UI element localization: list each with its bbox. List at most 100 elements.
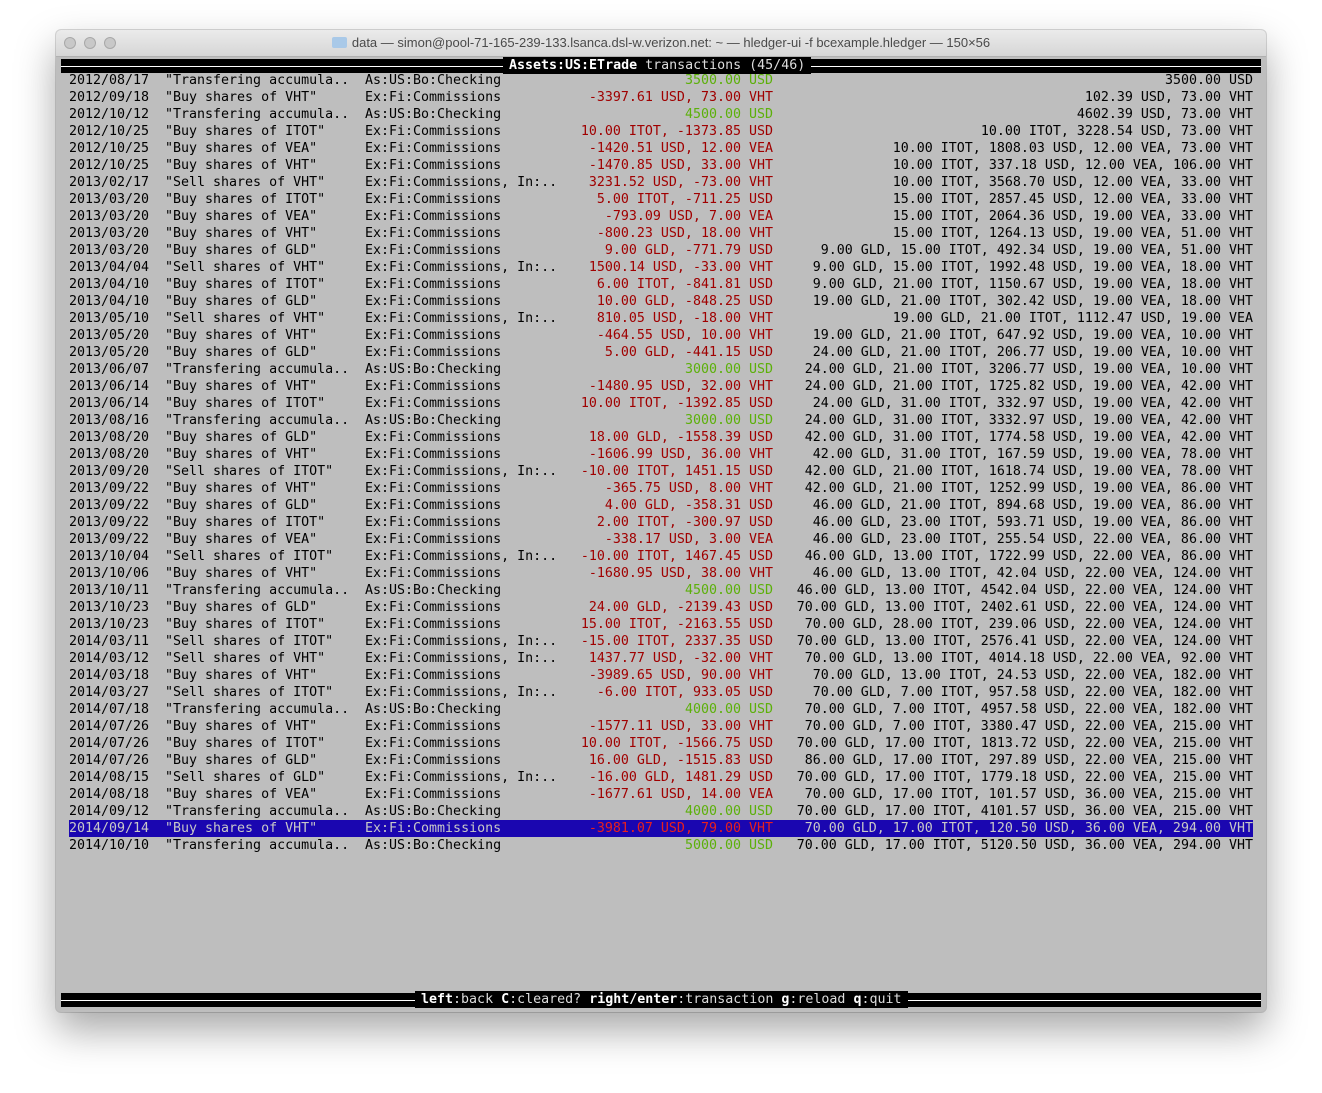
- transaction-row[interactable]: 2014/07/26 "Buy shares of GLD" Ex:Fi:Commi…: [61, 752, 1261, 769]
- transaction-row[interactable]: 2013/10/23 "Buy shares of ITOT" Ex:Fi:Comm…: [61, 616, 1261, 633]
- transaction-row[interactable]: 2013/10/06 "Buy shares of VHT" Ex:Fi:Commi…: [61, 565, 1261, 582]
- amount: 4000.00 USD: [684, 804, 773, 819]
- other-accounts: Ex:Fi:Commissions: [365, 294, 502, 309]
- running-balance: 24.00 GLD, 31.00 ITOT, 332.97 USD, 19.00…: [812, 396, 1253, 411]
- transaction-row[interactable]: 2013/08/20 "Buy shares of GLD" Ex:Fi:Commi…: [61, 429, 1261, 446]
- footer-bar: left:back C:cleared? right/enter:transac…: [61, 991, 1261, 1008]
- transaction-row[interactable]: 2014/07/26 "Buy shares of VHT" Ex:Fi:Commi…: [61, 718, 1261, 735]
- transaction-row[interactable]: 2014/08/18 "Buy shares of VEA" Ex:Fi:Commi…: [61, 786, 1261, 803]
- description: "Sell shares of ITOT": [165, 685, 334, 700]
- running-balance: 70.00 GLD, 17.00 ITOT, 120.50 USD, 36.00…: [804, 821, 1253, 836]
- other-accounts: Ex:Fi:Commissions, In:..: [365, 651, 558, 666]
- transaction-row[interactable]: 2013/05/20 "Buy shares of GLD" Ex:Fi:Commi…: [61, 344, 1261, 361]
- other-accounts: As:US:Bo:Checking: [365, 838, 502, 853]
- transaction-row[interactable]: 2013/09/22 "Buy shares of VEA" Ex:Fi:Commi…: [61, 531, 1261, 548]
- description: "Buy shares of VEA": [165, 532, 318, 547]
- running-balance: 15.00 ITOT, 2857.45 USD, 12.00 VEA, 33.0…: [892, 192, 1253, 207]
- running-balance: 70.00 GLD, 17.00 ITOT, 1779.18 USD, 22.0…: [796, 770, 1253, 785]
- other-accounts: As:US:Bo:Checking: [365, 107, 502, 122]
- amount: -464.55 USD, 10.00 VHT: [596, 328, 773, 343]
- transaction-row[interactable]: 2013/06/07 "Transfering accumula.. As:US:B…: [61, 361, 1261, 378]
- transaction-row[interactable]: 2014/03/18 "Buy shares of VHT" Ex:Fi:Commi…: [61, 667, 1261, 684]
- other-accounts: As:US:Bo:Checking: [365, 413, 502, 428]
- other-accounts: Ex:Fi:Commissions, In:..: [365, 260, 558, 275]
- running-balance: 24.00 GLD, 31.00 ITOT, 3332.97 USD, 19.0…: [804, 413, 1253, 428]
- amount: 5000.00 USD: [684, 838, 773, 853]
- transaction-row[interactable]: 2012/10/25 "Buy shares of VHT" Ex:Fi:Commi…: [61, 157, 1261, 174]
- transaction-row[interactable]: 2013/03/20 "Buy shares of VHT" Ex:Fi:Commi…: [61, 225, 1261, 242]
- key-action: back: [461, 992, 494, 1007]
- description: "Transfering accumula..: [165, 73, 350, 88]
- transaction-row[interactable]: 2013/04/10 "Buy shares of GLD" Ex:Fi:Commi…: [61, 293, 1261, 310]
- minimize-button[interactable]: [84, 37, 96, 49]
- other-accounts: Ex:Fi:Commissions: [365, 617, 502, 632]
- key-name: left: [421, 992, 454, 1007]
- transaction-row[interactable]: 2013/09/22 "Buy shares of ITOT" Ex:Fi:Comm…: [61, 514, 1261, 531]
- transaction-row[interactable]: 2013/09/20 "Sell shares of ITOT" Ex:Fi:Com…: [61, 463, 1261, 480]
- amount: 4000.00 USD: [684, 702, 773, 717]
- transaction-row[interactable]: 2014/08/15 "Sell shares of GLD" Ex:Fi:Comm…: [61, 769, 1261, 786]
- transaction-row[interactable]: 2013/09/22 "Buy shares of VHT" Ex:Fi:Commi…: [61, 480, 1261, 497]
- transaction-row[interactable]: 2013/04/10 "Buy shares of ITOT" Ex:Fi:Comm…: [61, 276, 1261, 293]
- transaction-row[interactable]: 2013/02/17 "Sell shares of VHT" Ex:Fi:Comm…: [61, 174, 1261, 191]
- transaction-row[interactable]: 2013/04/04 "Sell shares of VHT" Ex:Fi:Comm…: [61, 259, 1261, 276]
- transaction-row[interactable]: 2013/05/10 "Sell shares of VHT" Ex:Fi:Comm…: [61, 310, 1261, 327]
- transaction-row[interactable]: 2014/03/11 "Sell shares of ITOT" Ex:Fi:Com…: [61, 633, 1261, 650]
- description: "Buy shares of VEA": [165, 787, 318, 802]
- date: 2013/10/23: [69, 600, 150, 615]
- transaction-row[interactable]: 2013/08/20 "Buy shares of VHT" Ex:Fi:Commi…: [61, 446, 1261, 463]
- amount: -1680.95 USD, 38.00 VHT: [588, 566, 773, 581]
- key-hint: C:cleared?: [501, 992, 582, 1007]
- running-balance: 70.00 GLD, 17.00 ITOT, 1813.72 USD, 22.0…: [796, 736, 1253, 751]
- transaction-row[interactable]: 2013/03/20 "Buy shares of VEA" Ex:Fi:Commi…: [61, 208, 1261, 225]
- transaction-list[interactable]: 2012/08/17 "Transfering accumula.. As:US:B…: [61, 72, 1261, 854]
- transaction-row[interactable]: 2012/08/17 "Transfering accumula.. As:US:B…: [61, 72, 1261, 89]
- transaction-row[interactable]: 2013/03/20 "Buy shares of ITOT" Ex:Fi:Comm…: [61, 191, 1261, 208]
- description: "Buy shares of VHT": [165, 566, 318, 581]
- zoom-button[interactable]: [104, 37, 116, 49]
- transaction-row[interactable]: 2013/10/04 "Sell shares of ITOT" Ex:Fi:Com…: [61, 548, 1261, 565]
- transaction-row[interactable]: 2013/06/14 "Buy shares of VHT" Ex:Fi:Commi…: [61, 378, 1261, 395]
- transaction-row[interactable]: 2014/03/27 "Sell shares of ITOT" Ex:Fi:Com…: [61, 684, 1261, 701]
- transaction-row[interactable]: 2014/03/12 "Sell shares of VHT" Ex:Fi:Comm…: [61, 650, 1261, 667]
- transaction-row[interactable]: 2014/09/12 "Transfering accumula.. As:US:B…: [61, 803, 1261, 820]
- transaction-row[interactable]: 2013/09/22 "Buy shares of GLD" Ex:Fi:Commi…: [61, 497, 1261, 514]
- transaction-row[interactable]: 2012/10/25 "Buy shares of ITOT" Ex:Fi:Comm…: [61, 123, 1261, 140]
- date: 2014/07/26: [69, 719, 150, 734]
- amount: -3981.07 USD, 79.00 VHT: [588, 821, 773, 836]
- description: "Buy shares of VHT": [165, 328, 318, 343]
- running-balance: 19.00 GLD, 21.00 ITOT, 647.92 USD, 19.00…: [812, 328, 1253, 343]
- key-action: quit: [869, 992, 902, 1007]
- description: "Buy shares of VHT": [165, 481, 318, 496]
- transaction-row[interactable]: 2013/10/23 "Buy shares of GLD" Ex:Fi:Commi…: [61, 599, 1261, 616]
- date: 2012/10/25: [69, 124, 150, 139]
- other-accounts: Ex:Fi:Commissions: [365, 481, 502, 496]
- description: "Buy shares of VHT": [165, 226, 318, 241]
- transaction-row[interactable]: 2012/10/12 "Transfering accumula.. As:US:B…: [61, 106, 1261, 123]
- transaction-row[interactable]: 2012/10/25 "Buy shares of VEA" Ex:Fi:Commi…: [61, 140, 1261, 157]
- transaction-row[interactable]: 2012/09/18 "Buy shares of VHT" Ex:Fi:Commi…: [61, 89, 1261, 106]
- transaction-row[interactable]: 2013/05/20 "Buy shares of VHT" Ex:Fi:Commi…: [61, 327, 1261, 344]
- transaction-row[interactable]: 2013/10/11 "Transfering accumula.. As:US:B…: [61, 582, 1261, 599]
- running-balance: 46.00 GLD, 23.00 ITOT, 255.54 USD, 22.00…: [812, 532, 1253, 547]
- transaction-row[interactable]: 2014/07/18 "Transfering accumula.. As:US:B…: [61, 701, 1261, 718]
- transaction-row-selected[interactable]: 2014/09/14 "Buy shares of VHT" Ex:Fi:Commi…: [69, 820, 1253, 837]
- amount: 6.00 ITOT, -841.81 USD: [596, 277, 773, 292]
- running-balance: 86.00 GLD, 17.00 ITOT, 297.89 USD, 22.00…: [804, 753, 1253, 768]
- close-button[interactable]: [64, 37, 76, 49]
- running-balance: 19.00 GLD, 21.00 ITOT, 302.42 USD, 19.00…: [812, 294, 1253, 309]
- running-balance: 3500.00 USD: [1164, 73, 1253, 88]
- transaction-row[interactable]: 2013/06/14 "Buy shares of ITOT" Ex:Fi:Comm…: [61, 395, 1261, 412]
- transaction-row[interactable]: 2014/07/26 "Buy shares of ITOT" Ex:Fi:Comm…: [61, 735, 1261, 752]
- transaction-row[interactable]: 2014/10/10 "Transfering accumula.. As:US:B…: [61, 837, 1261, 854]
- date: 2012/10/25: [69, 141, 150, 156]
- other-accounts: Ex:Fi:Commissions: [365, 141, 502, 156]
- other-accounts: Ex:Fi:Commissions, In:..: [365, 464, 558, 479]
- transaction-row[interactable]: 2013/03/20 "Buy shares of GLD" Ex:Fi:Commi…: [61, 242, 1261, 259]
- transaction-row[interactable]: 2013/08/16 "Transfering accumula.. As:US:B…: [61, 412, 1261, 429]
- amount: 10.00 ITOT, -1392.85 USD: [580, 396, 773, 411]
- description: "Buy shares of ITOT": [165, 736, 326, 751]
- amount: 3500.00 USD: [684, 73, 773, 88]
- description: "Buy shares of VEA": [165, 141, 318, 156]
- date: 2013/02/17: [69, 175, 150, 190]
